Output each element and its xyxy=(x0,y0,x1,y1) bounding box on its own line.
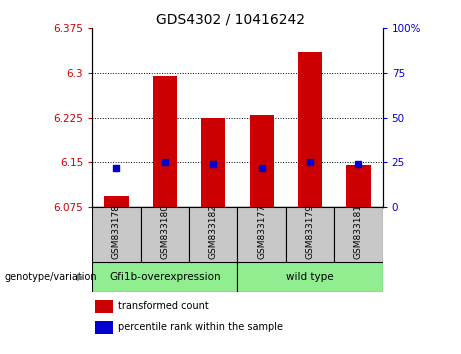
Text: GSM833179: GSM833179 xyxy=(306,204,314,259)
Bar xyxy=(298,52,322,207)
Bar xyxy=(104,196,129,207)
Text: ▶: ▶ xyxy=(77,272,84,282)
Text: Gfi1b-overexpression: Gfi1b-overexpression xyxy=(109,272,221,282)
Bar xyxy=(95,300,112,313)
Text: percentile rank within the sample: percentile rank within the sample xyxy=(118,322,284,332)
Text: GSM833180: GSM833180 xyxy=(160,204,169,259)
Bar xyxy=(237,262,383,292)
Bar xyxy=(346,165,371,207)
Text: GSM833178: GSM833178 xyxy=(112,204,121,259)
Bar xyxy=(92,262,237,292)
Bar xyxy=(153,76,177,207)
Text: GSM833177: GSM833177 xyxy=(257,204,266,259)
Bar xyxy=(334,207,383,262)
Bar xyxy=(141,207,189,262)
Bar xyxy=(237,207,286,262)
Bar xyxy=(95,321,112,334)
Bar xyxy=(92,207,141,262)
Text: GSM833182: GSM833182 xyxy=(209,204,218,259)
Text: transformed count: transformed count xyxy=(118,301,209,311)
Text: GDS4302 / 10416242: GDS4302 / 10416242 xyxy=(156,12,305,27)
Bar xyxy=(189,207,237,262)
Text: GSM833181: GSM833181 xyxy=(354,204,363,259)
Bar xyxy=(286,207,334,262)
Text: genotype/variation: genotype/variation xyxy=(5,272,97,282)
Bar xyxy=(249,115,274,207)
Bar xyxy=(201,118,225,207)
Text: wild type: wild type xyxy=(286,272,334,282)
